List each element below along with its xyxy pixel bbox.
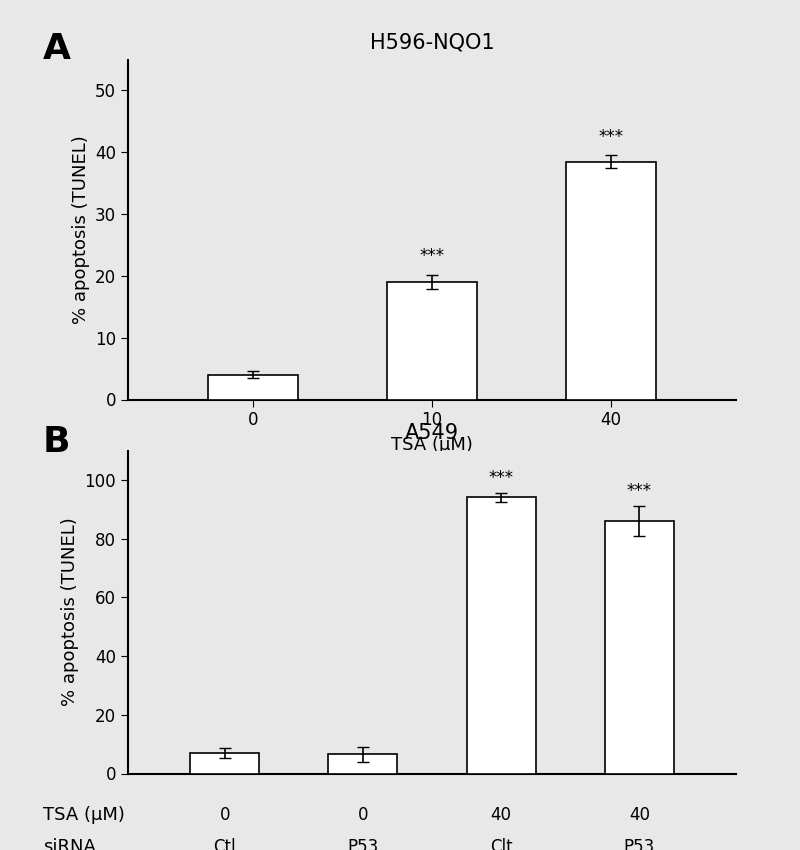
Text: A: A (43, 32, 71, 66)
Y-axis label: % apoptosis (TUNEL): % apoptosis (TUNEL) (71, 135, 90, 324)
Text: Ctl: Ctl (214, 838, 236, 850)
Bar (605, 521, 674, 774)
Bar (209, 375, 298, 400)
Text: Clt: Clt (490, 838, 513, 850)
Bar (387, 282, 477, 399)
Text: ***: *** (598, 128, 623, 146)
Text: ***: *** (419, 247, 445, 265)
Text: B: B (43, 425, 70, 459)
Text: TSA (μM): TSA (μM) (43, 806, 125, 824)
Bar (328, 755, 398, 774)
Bar (190, 753, 259, 774)
Bar (466, 497, 536, 774)
Text: 0: 0 (219, 806, 230, 824)
Text: siRNA: siRNA (43, 838, 96, 850)
Text: ***: *** (489, 469, 514, 487)
Text: 40: 40 (629, 806, 650, 824)
Text: 0: 0 (358, 806, 368, 824)
Y-axis label: % apoptosis (TUNEL): % apoptosis (TUNEL) (61, 518, 79, 706)
Text: P53: P53 (624, 838, 655, 850)
Bar (566, 162, 655, 400)
Title: H596-NQO1: H596-NQO1 (370, 32, 494, 53)
Text: ***: *** (626, 483, 652, 501)
Text: 40: 40 (490, 806, 511, 824)
Text: P53: P53 (347, 838, 378, 850)
Title: A549: A549 (405, 423, 459, 444)
X-axis label: TSA (μM): TSA (μM) (391, 436, 473, 454)
